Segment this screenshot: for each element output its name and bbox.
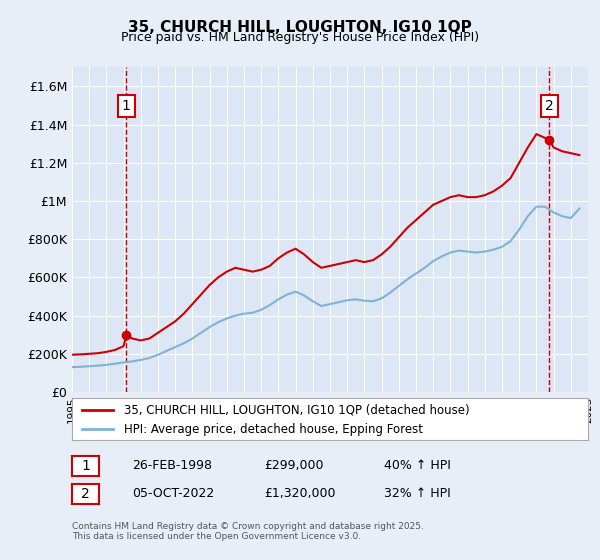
Text: 1: 1 (122, 99, 131, 113)
Text: £299,000: £299,000 (264, 459, 323, 473)
Text: 35, CHURCH HILL, LOUGHTON, IG10 1QP (detached house): 35, CHURCH HILL, LOUGHTON, IG10 1QP (det… (124, 404, 469, 417)
Text: 2: 2 (545, 99, 554, 113)
Text: 05-OCT-2022: 05-OCT-2022 (132, 487, 214, 501)
Text: 40% ↑ HPI: 40% ↑ HPI (384, 459, 451, 473)
Text: 2: 2 (81, 487, 90, 501)
Text: 1: 1 (81, 459, 90, 473)
Text: HPI: Average price, detached house, Epping Forest: HPI: Average price, detached house, Eppi… (124, 423, 422, 436)
Text: 32% ↑ HPI: 32% ↑ HPI (384, 487, 451, 501)
Text: 35, CHURCH HILL, LOUGHTON, IG10 1QP: 35, CHURCH HILL, LOUGHTON, IG10 1QP (128, 20, 472, 35)
Text: 26-FEB-1998: 26-FEB-1998 (132, 459, 212, 473)
Text: Contains HM Land Registry data © Crown copyright and database right 2025.
This d: Contains HM Land Registry data © Crown c… (72, 522, 424, 542)
Text: Price paid vs. HM Land Registry's House Price Index (HPI): Price paid vs. HM Land Registry's House … (121, 31, 479, 44)
Text: £1,320,000: £1,320,000 (264, 487, 335, 501)
